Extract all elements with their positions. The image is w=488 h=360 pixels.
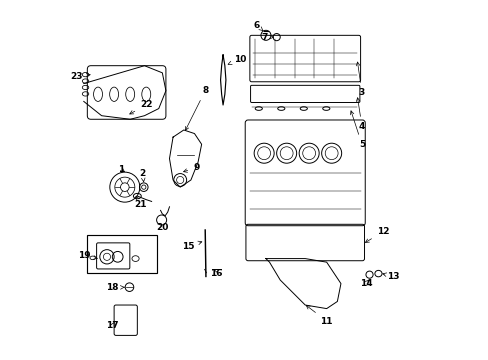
Text: 12: 12 — [365, 227, 388, 242]
Text: 22: 22 — [129, 100, 152, 114]
Text: 4: 4 — [356, 98, 365, 131]
Text: 8: 8 — [185, 86, 208, 130]
Text: 6: 6 — [253, 21, 263, 31]
Text: 21: 21 — [134, 197, 147, 209]
Text: 17: 17 — [106, 321, 119, 330]
Text: 3: 3 — [356, 62, 365, 97]
Text: 20: 20 — [156, 223, 168, 232]
Bar — [87, 235, 157, 273]
Text: 14: 14 — [359, 279, 371, 288]
Text: 10: 10 — [228, 55, 246, 64]
Text: 9: 9 — [183, 163, 199, 172]
Text: 5: 5 — [350, 111, 365, 149]
Text: 19: 19 — [78, 251, 97, 260]
Text: 11: 11 — [305, 305, 332, 325]
Text: 2: 2 — [139, 169, 145, 182]
Text: 16: 16 — [209, 269, 222, 278]
Text: 1: 1 — [118, 165, 124, 174]
Text: 13: 13 — [382, 272, 399, 281]
Text: 15: 15 — [182, 241, 202, 251]
Text: 18: 18 — [106, 283, 124, 292]
Text: 23: 23 — [70, 72, 90, 81]
Text: 7: 7 — [261, 33, 273, 42]
